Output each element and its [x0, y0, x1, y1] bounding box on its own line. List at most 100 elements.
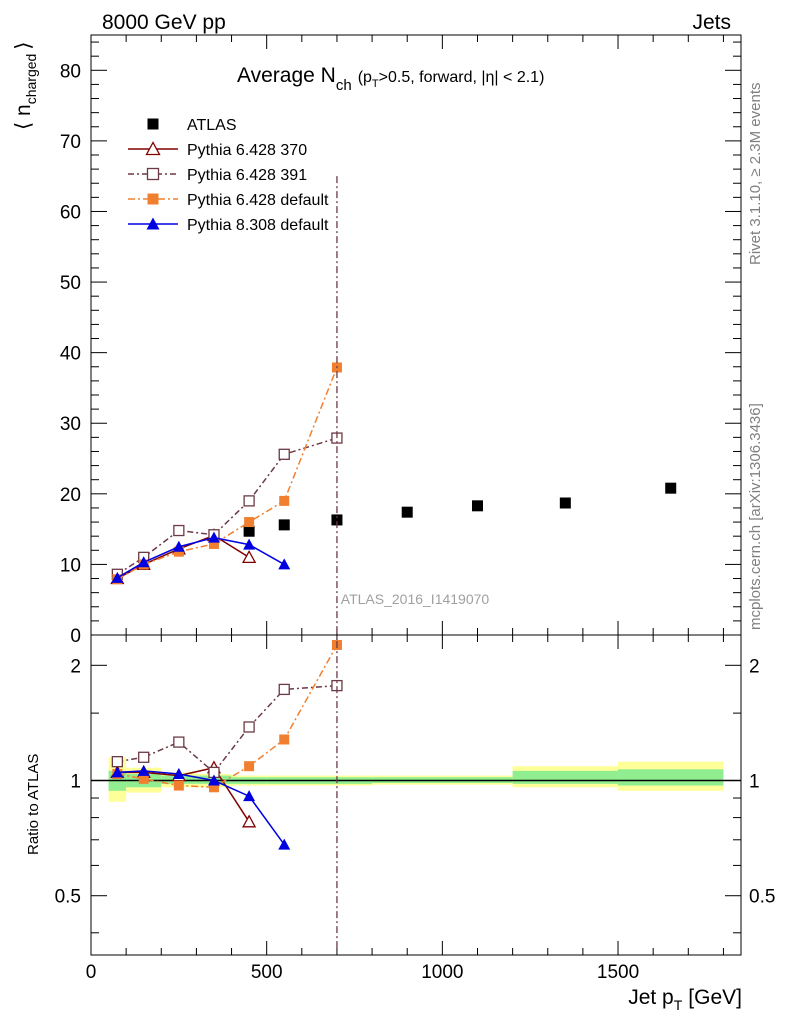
- data-point: [278, 558, 291, 570]
- chart-title-cond-a: (p: [358, 69, 372, 86]
- side-label-top: Rivet 3.1.10, ≥ 2.3M events: [747, 83, 764, 266]
- ratio-point: [137, 764, 150, 776]
- header-left: 8000 GeV pp: [102, 11, 226, 34]
- y-tick-label: 30: [60, 414, 81, 435]
- ratio-y-tick-label-right: 2: [749, 656, 760, 677]
- series-line: [116, 367, 338, 580]
- series-2: [111, 432, 343, 779]
- data-point: [137, 556, 150, 568]
- series-3: [112, 362, 342, 793]
- ratio-point: [244, 761, 255, 772]
- ratio-line: [117, 684, 337, 774]
- data-point: [244, 517, 255, 528]
- x-tick-label: 500: [251, 962, 283, 983]
- legend-marker: [145, 141, 161, 156]
- ratio-y-tick-label: 1: [70, 772, 81, 793]
- y-tick-label: 70: [60, 132, 81, 153]
- ratio-point: [138, 751, 150, 763]
- legend-label: Pythia 6.428 370: [187, 142, 307, 159]
- chart-title-sub: ch: [336, 77, 352, 94]
- ratio-line: [117, 770, 285, 846]
- data-point: [471, 500, 483, 512]
- x-tick-label: 1500: [597, 962, 639, 983]
- x-axis-label-sub: T: [674, 997, 683, 1013]
- chart-title-cond-b: >0.5, forward, |η| < 2.1): [379, 69, 545, 86]
- ratio-bands: [108, 757, 724, 802]
- ratio-y-tick-label: 0.5: [55, 887, 81, 908]
- chart-title: Average Nch (pT>0.5, forward, |η| < 2.1): [237, 64, 544, 94]
- ratio-point: [208, 782, 219, 793]
- y-axis-label: ⟨ ncharged ⟩: [12, 41, 39, 130]
- legend-label: Pythia 8.308 default: [187, 217, 329, 234]
- ratio-point: [279, 734, 290, 745]
- data-point: [242, 549, 257, 564]
- ratio-line: [117, 644, 338, 789]
- header-right: Jets: [692, 11, 731, 34]
- y-tick-label: 60: [60, 202, 81, 223]
- y-tick-label: 50: [60, 273, 81, 294]
- y-axis-label-sub: charged: [23, 54, 39, 105]
- x-tick-label: 0: [86, 962, 97, 983]
- data-point: [665, 482, 677, 494]
- data-point: [243, 495, 255, 507]
- data-point: [208, 538, 219, 549]
- svg-text:⟨ ncharged⟩: ⟨ ncharged ⟩: [12, 41, 39, 130]
- chart-title-cond-sub: T: [372, 78, 379, 90]
- ratio-point: [111, 766, 124, 778]
- y-tick-label: 10: [60, 555, 81, 576]
- data-point: [111, 571, 124, 583]
- ratio-point: [242, 814, 257, 828]
- ratio-point: [278, 683, 290, 696]
- legend-marker: [146, 167, 160, 181]
- ratio-frame: [90, 634, 742, 956]
- data-point: [278, 519, 290, 531]
- data-point: [243, 538, 256, 550]
- ratio-point: [173, 736, 185, 748]
- data-point: [278, 448, 290, 460]
- ratio-point: [243, 790, 256, 802]
- side-label-bottom: mcplots.cern.ch [arXiv:1306.3436]: [747, 403, 764, 630]
- analysis-watermark: ATLAS_2016_I1419070: [341, 591, 490, 607]
- ratio-point: [111, 756, 124, 768]
- data-point: [207, 531, 220, 543]
- series-4: [111, 531, 291, 850]
- ratio-y-tick-label: 2: [70, 656, 81, 677]
- axes: 0 500 1000 1500 0 10 20 30 40 50 60 70 80 0.5 0.5 1 1 2 2: [55, 35, 775, 983]
- ratio-point: [172, 767, 185, 779]
- series-line: [116, 437, 338, 575]
- series-layer: [110, 176, 677, 955]
- ratio-band-inner: [512, 770, 619, 784]
- y-tick-label: 80: [60, 61, 81, 82]
- chart-title-main: Average N: [237, 64, 336, 87]
- legend: ATLAS Pythia 6.428 370 Pythia 6.428 391 Pyt…: [128, 117, 329, 234]
- y-axis-label-main: ⟨ n: [12, 104, 35, 130]
- legend-marker: [146, 217, 160, 230]
- legend-label: Pythia 6.428 391: [187, 167, 307, 184]
- y-tick-label: 40: [60, 344, 81, 365]
- series-0: [243, 482, 677, 537]
- data-point: [243, 525, 255, 537]
- ratio-point: [278, 838, 291, 850]
- data-point: [559, 497, 571, 509]
- ratio-y-axis-label: Ratio to ATLAS: [25, 754, 42, 855]
- legend-marker: [147, 118, 159, 130]
- ratio-point: [207, 774, 220, 786]
- x-axis-label-main: Jet p: [628, 986, 674, 1009]
- y-tick-label: 0: [70, 626, 81, 647]
- ratio-y-tick-label-right: 1: [749, 772, 760, 793]
- data-point: [401, 506, 413, 518]
- ratio-point: [138, 773, 149, 784]
- y-axis-label-close: ⟩: [12, 41, 35, 49]
- ratio-y-tick-label-right: 0.5: [749, 887, 775, 908]
- legend-label: ATLAS: [187, 117, 237, 134]
- data-point: [173, 524, 185, 537]
- series-line: [116, 534, 250, 580]
- y-tick-label: 20: [60, 485, 81, 506]
- x-axis-label: Jet pT [GeV]: [628, 986, 742, 1013]
- x-axis-label-unit: [GeV]: [688, 986, 742, 1009]
- data-point: [172, 540, 185, 552]
- ratio-point: [173, 780, 184, 791]
- data-point: [331, 514, 343, 526]
- legend-marker: [147, 193, 159, 205]
